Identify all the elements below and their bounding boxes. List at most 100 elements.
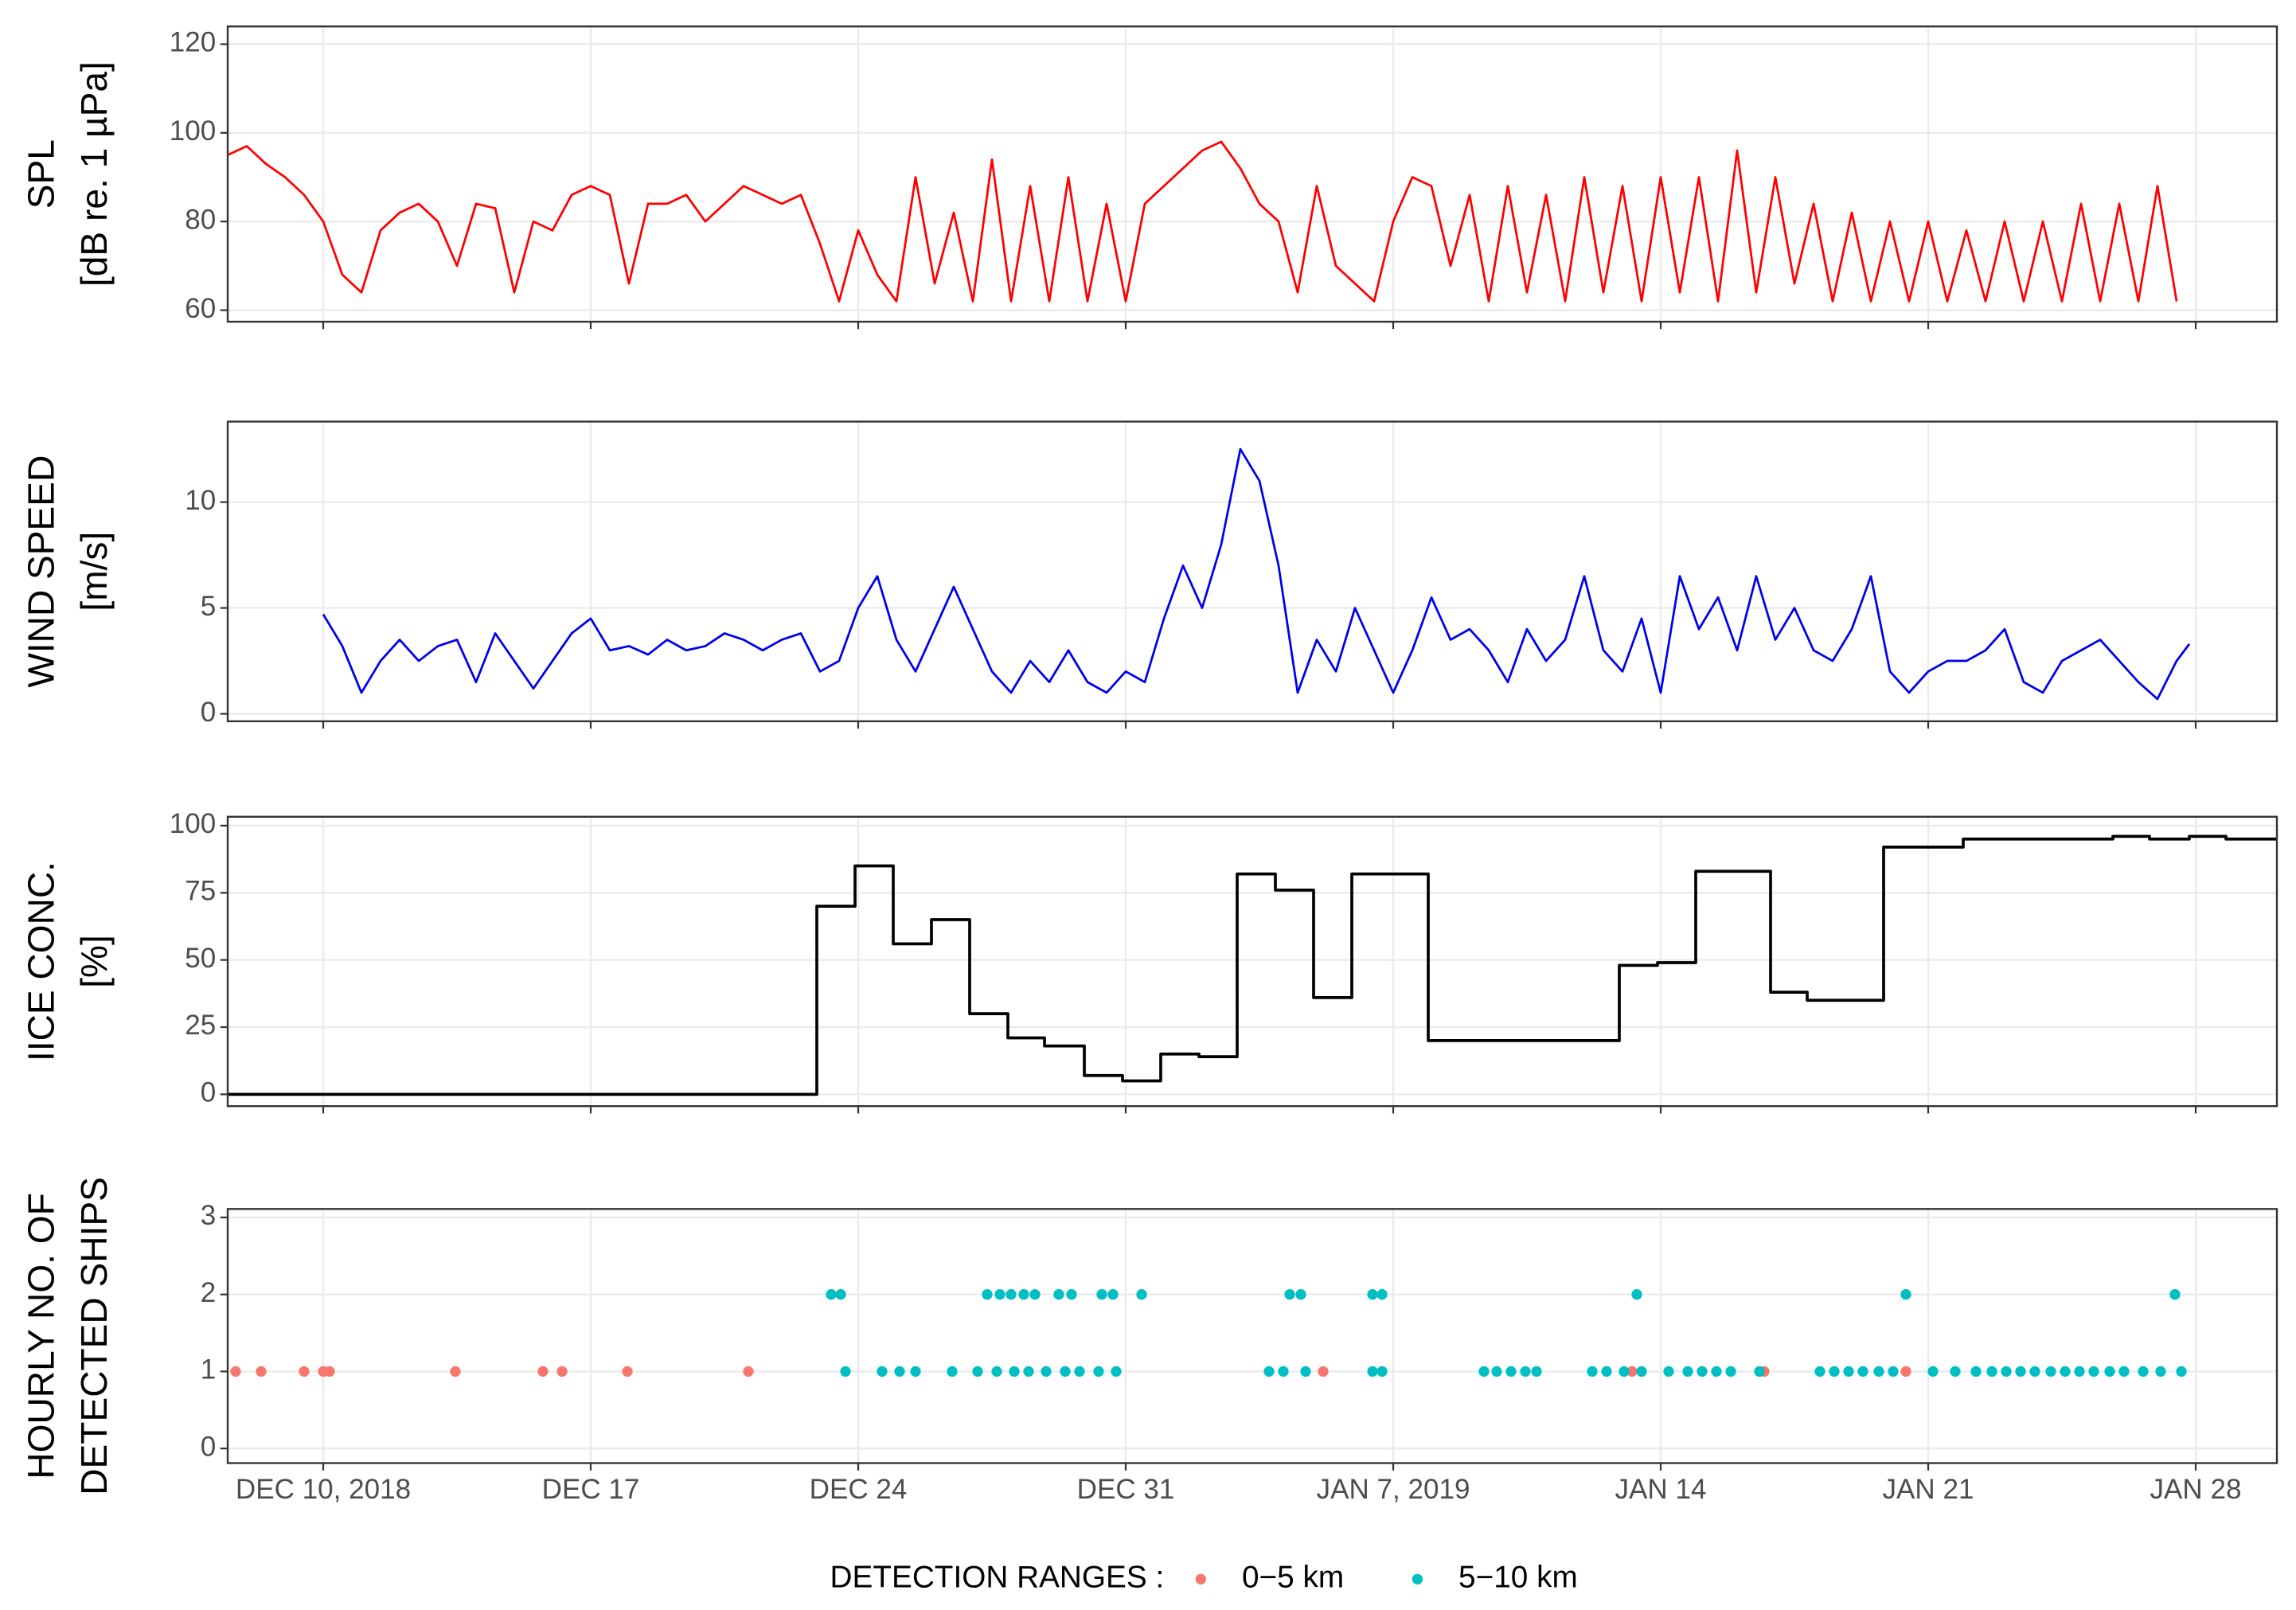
y-axis-title: HOURLY NO. OF	[21, 1193, 62, 1479]
y-axis-title: WIND SPEED	[21, 455, 62, 688]
y-tick-label: 60	[185, 293, 216, 324]
data-point	[2029, 1366, 2040, 1377]
data-point	[1074, 1366, 1085, 1377]
data-point	[1631, 1289, 1642, 1300]
data-point	[1587, 1366, 1598, 1377]
data-point	[1697, 1366, 1708, 1377]
data-point	[1900, 1289, 1911, 1300]
x-tick-label: JAN 7, 2019	[1317, 1474, 1470, 1505]
y-axis-title: IICE CONC.	[21, 862, 62, 1061]
data-point	[299, 1366, 310, 1377]
data-point	[1531, 1366, 1542, 1377]
data-line	[322, 447, 2191, 701]
data-point	[1367, 1366, 1378, 1377]
data-point	[622, 1366, 633, 1377]
y-axis-title: [m/s]	[73, 532, 115, 612]
data-point	[2104, 1366, 2115, 1377]
data-point	[324, 1366, 335, 1377]
data-point	[840, 1366, 851, 1377]
y-tick-label: 0	[201, 1431, 217, 1462]
legend-label: 0−5 km	[1242, 1560, 1344, 1594]
data-point	[2045, 1366, 2056, 1377]
x-tick-label: DEC 24	[810, 1474, 908, 1505]
data-point	[2015, 1366, 2026, 1377]
data-point	[877, 1366, 888, 1377]
y-tick-label: 0	[201, 1077, 217, 1108]
data-point	[1888, 1366, 1899, 1377]
data-point	[256, 1366, 267, 1377]
data-point	[1626, 1366, 1638, 1377]
data-point	[1318, 1366, 1329, 1377]
y-tick-label: 75	[185, 876, 216, 907]
data-point	[1636, 1366, 1647, 1377]
data-point	[1843, 1366, 1854, 1377]
panel-bg	[228, 421, 2278, 721]
data-line	[228, 140, 2178, 303]
data-point	[1023, 1366, 1034, 1377]
data-point	[1367, 1289, 1378, 1300]
data-point	[972, 1366, 983, 1377]
data-point	[1041, 1366, 1052, 1377]
legend-label: 5−10 km	[1458, 1560, 1578, 1594]
data-point	[2155, 1366, 2166, 1377]
data-point	[1986, 1366, 1997, 1377]
data-point	[991, 1366, 1002, 1377]
data-point	[1601, 1366, 1612, 1377]
data-point	[2169, 1289, 2181, 1300]
data-point	[1263, 1366, 1275, 1377]
data-point	[1682, 1366, 1693, 1377]
x-tick-label: JAN 14	[1615, 1474, 1707, 1505]
y-tick-label: 1	[201, 1354, 217, 1385]
data-point	[1300, 1366, 1311, 1377]
plot-area	[230, 1289, 2187, 1377]
data-point	[230, 1366, 241, 1377]
data-point	[1096, 1289, 1107, 1300]
legend-marker	[1195, 1573, 1206, 1585]
data-point	[1725, 1366, 1736, 1377]
y-axis-title: SPL	[21, 139, 62, 209]
plot-area	[228, 834, 2278, 1096]
data-point	[1284, 1289, 1295, 1300]
data-point	[1018, 1289, 1029, 1300]
x-tick-label: DEC 17	[542, 1474, 640, 1505]
data-point	[450, 1366, 461, 1377]
plot-area	[228, 140, 2178, 303]
panel-bg	[228, 816, 2278, 1107]
data-point	[1066, 1289, 1077, 1300]
x-tick-label: DEC 31	[1077, 1474, 1175, 1505]
data-point	[2138, 1366, 2149, 1377]
y-tick-label: 25	[185, 1010, 216, 1041]
data-point	[1107, 1289, 1119, 1300]
panel-bg	[228, 1209, 2278, 1463]
y-tick-label: 5	[201, 591, 217, 622]
x-tick-label: JAN 21	[1883, 1474, 1974, 1505]
y-tick-label: 50	[185, 943, 216, 974]
data-point	[1491, 1366, 1502, 1377]
y-axis-title: [%]	[73, 935, 115, 988]
panel-border	[226, 815, 2278, 1108]
y-axis-title: [dB re. 1 µPa]	[73, 61, 115, 287]
y-tick-label: 2	[201, 1277, 217, 1308]
y-tick-label: 3	[201, 1200, 217, 1231]
panel-border	[226, 25, 2278, 323]
data-point	[1829, 1366, 1840, 1377]
data-point	[743, 1366, 754, 1377]
data-point	[2176, 1366, 2187, 1377]
data-point	[1619, 1366, 1630, 1377]
data-point	[1970, 1366, 1982, 1377]
data-point	[1093, 1366, 1104, 1377]
data-point	[910, 1366, 921, 1377]
data-point	[1950, 1366, 1961, 1377]
x-tick-label: DEC 10, 2018	[236, 1474, 411, 1505]
panel-border	[226, 420, 2278, 723]
data-point	[1111, 1366, 1122, 1377]
data-point	[1376, 1289, 1388, 1300]
data-point	[556, 1366, 568, 1377]
data-point	[1295, 1289, 1306, 1300]
data-point	[1520, 1366, 1531, 1377]
x-tick-label: JAN 28	[2150, 1474, 2242, 1505]
data-point	[1900, 1366, 1911, 1377]
data-point	[1927, 1366, 1939, 1377]
data-point	[1029, 1289, 1041, 1300]
y-tick-label: 100	[170, 115, 216, 147]
